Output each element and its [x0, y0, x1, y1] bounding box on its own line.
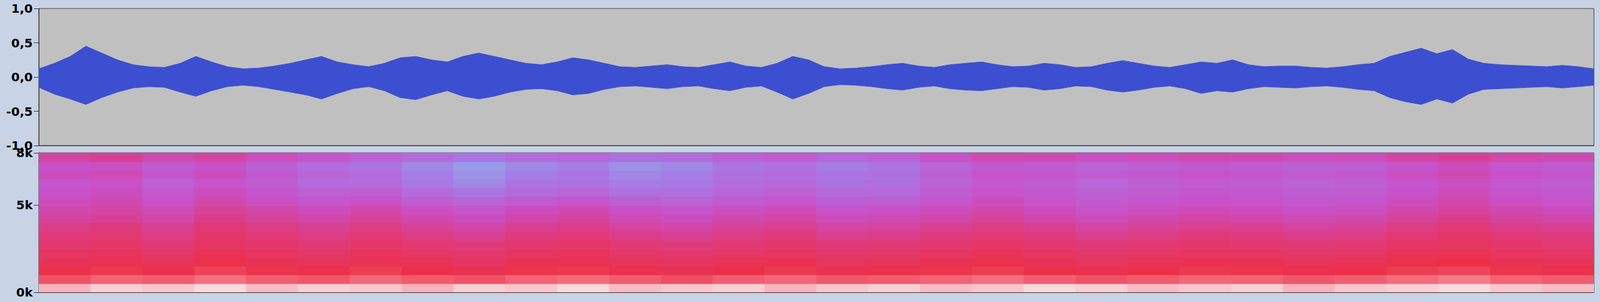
svg-text:5k: 5k	[16, 197, 34, 213]
svg-text:0k: 0k	[16, 284, 34, 300]
svg-text:8k: 8k	[16, 145, 34, 160]
svg-text:-0,5: -0,5	[6, 104, 33, 119]
svg-text:0,5: 0,5	[11, 35, 33, 51]
svg-text:0,0: 0,0	[11, 69, 33, 85]
svg-text:1,0: 1,0	[11, 1, 33, 16]
